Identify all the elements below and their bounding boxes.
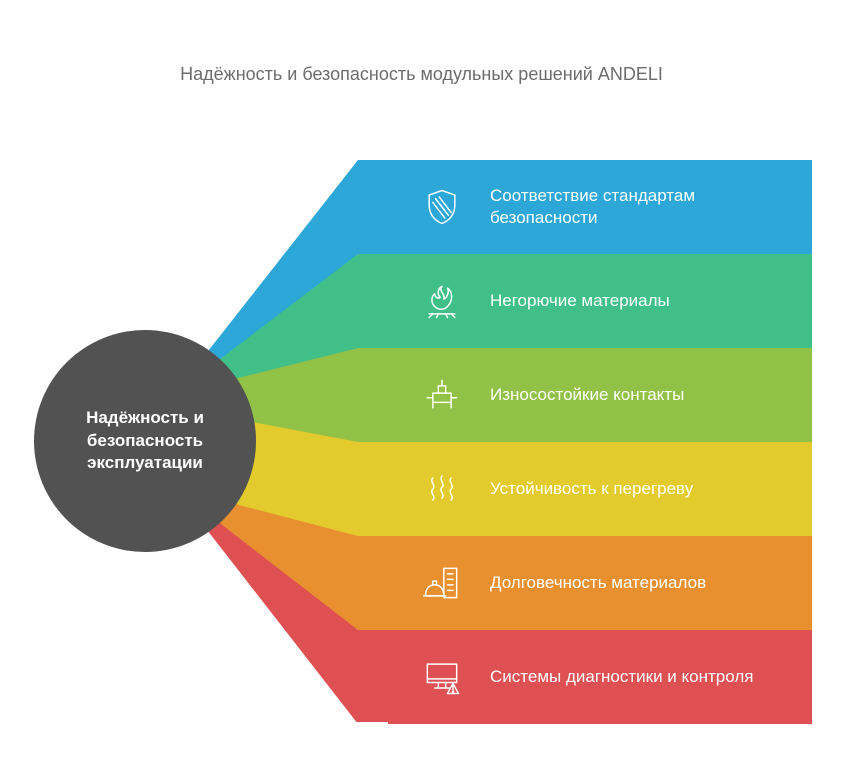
- shield-icon: [418, 183, 466, 231]
- diagram-area: Соответствие стандартам безопасности Него…: [34, 160, 812, 722]
- contact-icon: [418, 371, 466, 419]
- build-icon: [418, 559, 466, 607]
- feature-label: Устойчивость к перегреву: [490, 478, 693, 500]
- infographic-root: Надёжность и безопасность модульных реше…: [0, 0, 843, 782]
- feature-label: Износостойкие контакты: [490, 384, 684, 406]
- feature-bar: Системы диагностики и контроля: [388, 630, 812, 724]
- page-title: Надёжность и безопасность модульных реше…: [0, 64, 843, 85]
- feature-bar: Соответствие стандартам безопасности: [388, 160, 812, 254]
- heat-icon: [418, 465, 466, 513]
- feature-bar: Устойчивость к перегреву: [388, 442, 812, 536]
- feature-label: Негорючие материалы: [490, 290, 670, 312]
- hub-label: Надёжность и безопасность эксплуатации: [34, 407, 256, 476]
- feature-bar: Долговечность материалов: [388, 536, 812, 630]
- feature-label: Соответствие стандартам безопасности: [490, 185, 770, 229]
- feature-bar: Негорючие материалы: [388, 254, 812, 348]
- monitor-icon: [418, 653, 466, 701]
- feature-bar: Износостойкие контакты: [388, 348, 812, 442]
- bars-container: Соответствие стандартам безопасности Него…: [388, 160, 812, 724]
- feature-label: Долговечность материалов: [490, 572, 706, 594]
- fire-icon: [418, 277, 466, 325]
- hub-circle: Надёжность и безопасность эксплуатации: [34, 330, 256, 552]
- feature-label: Системы диагностики и контроля: [490, 666, 753, 688]
